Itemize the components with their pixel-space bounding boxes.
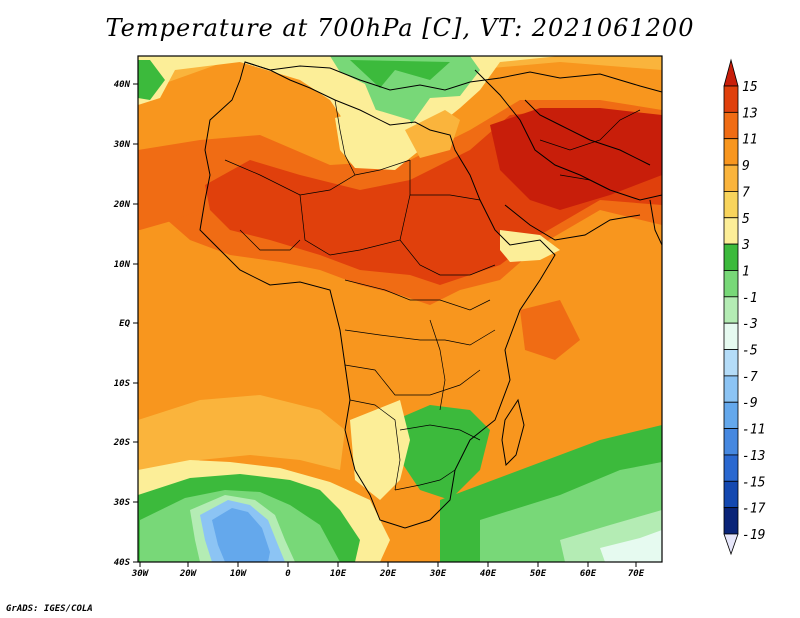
colorbar-label: -3 (742, 317, 758, 332)
lon-tick-label: 20E (379, 569, 397, 579)
border-namibia (349, 399, 401, 491)
field-1-mediterranean (350, 60, 450, 88)
lat-tick-label: 10S (114, 379, 131, 389)
lat-tick-label: 30N (113, 140, 131, 150)
colorbar-label: 5 (742, 212, 750, 227)
field-1-iberia (138, 60, 165, 100)
colorbar-swatch (723, 322, 739, 350)
colorbar-label: -9 (742, 396, 758, 411)
field-neg9-south (212, 508, 270, 562)
colorbar-label: -11 (742, 423, 765, 438)
latitude-ticks: 40N 30N 20N 10N EQ 10S 20S 30S 40S (113, 80, 138, 568)
colorbar-label: -5 (742, 344, 758, 359)
colorbar-swatch (723, 428, 739, 456)
border-angola-zambia (344, 364, 481, 396)
lon-tick-label: 10E (330, 569, 347, 579)
field-15-arabia (490, 108, 662, 210)
colorbar-label: 15 (742, 80, 758, 95)
colorbar-label: 9 (742, 159, 750, 174)
colorbar-swatch (723, 217, 739, 245)
border-sudan-south (399, 239, 496, 276)
border-great-lakes (429, 319, 446, 411)
field-neg5-sindian (600, 530, 662, 562)
coastline-arabia-north (474, 69, 662, 201)
lon-tick-label: 50E (530, 569, 547, 579)
colorbar-swatch (723, 349, 739, 377)
border-south-africa (394, 469, 456, 491)
colorbar-top-arrow (723, 58, 739, 87)
colorbar-swatch (723, 111, 739, 140)
colorbar-label: 13 (742, 106, 758, 121)
field-3-horn (500, 230, 560, 262)
map-frame (137, 55, 663, 563)
lat-tick-label: 10N (114, 260, 131, 270)
colorbar-swatch (723, 454, 739, 482)
border-arabia (559, 174, 611, 191)
colorbar-swatch (723, 191, 739, 219)
coastline-arabia-south (504, 204, 641, 241)
field-7-egypt (405, 110, 460, 158)
field-1-safrica (395, 405, 490, 500)
colorbar-label: 7 (742, 185, 750, 200)
lon-tick-label: 10W (230, 569, 248, 579)
lat-tick-label: 20N (113, 200, 131, 210)
field-11-westcoast (138, 170, 200, 230)
country-borders (224, 99, 641, 491)
colorbar-label: -15 (742, 475, 766, 490)
colorbar-label: -7 (742, 370, 758, 385)
colorbar-swatch (723, 507, 739, 535)
lat-tick-label: 30S (113, 498, 131, 508)
lat-tick-label: 40N (114, 80, 131, 90)
lat-tick-label: EQ (119, 319, 130, 329)
lon-tick-label: 40E (480, 569, 497, 579)
colorbar-swatch (723, 85, 739, 113)
colorbar-swatch (723, 164, 739, 192)
lon-tick-label: 20W (179, 569, 198, 579)
colorbar-swatch (723, 138, 739, 166)
border-algeria-libya (334, 99, 356, 176)
longitude-ticks: 30W 20W 10W 0 10E 20E 30E 40E 50E 60E 70E (131, 562, 645, 579)
temperature-field (138, 56, 662, 562)
colorbar-swatch (723, 480, 739, 509)
coastline-europe (244, 61, 662, 93)
colorbar-bottom-arrow (723, 533, 739, 556)
colorbar-label: 11 (742, 133, 758, 148)
lon-tick-label: 30E (429, 569, 447, 579)
border-congo (344, 329, 496, 346)
border-sahara-north (224, 159, 411, 196)
coastline-gulf (524, 99, 651, 166)
colorbar-label: 3 (741, 238, 750, 253)
colorbar-swatch (723, 243, 739, 271)
lon-tick-label: 70E (628, 569, 645, 579)
colorbar: 15 13 11 9 7 5 3 1 -1 -3 -5 -7 -9 -11 -13 -15 -17 -19 (723, 58, 766, 556)
lat-tick-label: 40S (114, 558, 131, 568)
field-11-indian-ocean (520, 300, 580, 360)
border-sudan-egypt (410, 194, 481, 201)
lon-tick-label: 0 (285, 569, 291, 579)
colorbar-label: -13 (742, 449, 765, 464)
colorbar-swatch (723, 401, 739, 429)
coastline-india (649, 199, 662, 246)
colorbar-swatch (723, 270, 739, 298)
field-3-namibia (350, 400, 410, 500)
credit-text: GrADS: IGES/COLA (6, 604, 93, 614)
colorbar-swatch (723, 375, 739, 403)
colorbar-label: 1 (742, 264, 750, 279)
border-iran (539, 109, 641, 151)
colorbar-swatch (723, 296, 739, 324)
lon-tick-label: 30W (131, 569, 150, 579)
colorbar-label: -1 (742, 291, 758, 306)
lon-tick-label: 60E (580, 569, 597, 579)
lat-tick-label: 20S (113, 438, 131, 448)
map-title: Temperature at 700hPa [C], VT: 202106120… (105, 14, 695, 42)
colorbar-label: -17 (742, 502, 766, 517)
border-west-africa (239, 229, 301, 251)
border-zimbabwe (399, 424, 481, 441)
border-central-africa (344, 279, 491, 311)
colorbar-label: -19 (742, 528, 765, 543)
coastline-madagascar (501, 398, 525, 467)
